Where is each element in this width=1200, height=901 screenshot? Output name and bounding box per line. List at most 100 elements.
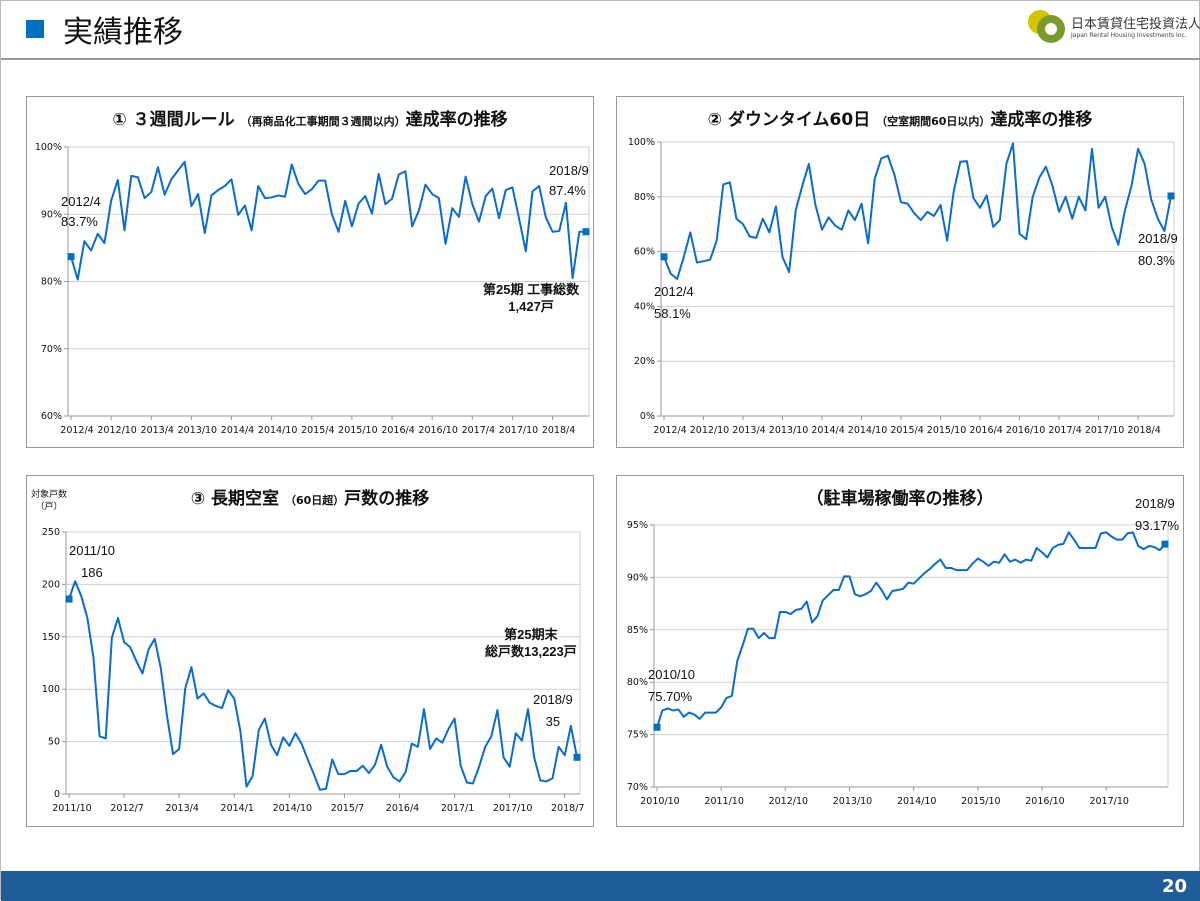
x-tick-label: 2015/10 [927, 425, 966, 436]
end-point-marker [573, 753, 581, 761]
chart-plot: 60% 70% 80% 90% 100% 2012/4 2012/10 2013/4 2013/… [35, 142, 590, 436]
logo-text-jp: 日本賃貸住宅投資法人 [1071, 17, 1200, 32]
x-tick-label: 2012/7 [110, 803, 143, 814]
y-axis-label: 対象戸数 （戸） [31, 490, 68, 512]
x-tick-label: 2014/10 [273, 803, 312, 814]
end-annotation: 2018/9 93.17% [1135, 496, 1180, 533]
end-point-marker [1161, 540, 1169, 548]
page-title: 実績推移 [63, 15, 183, 50]
y-tick-label: 80% [627, 677, 648, 688]
end-annotation: 2018/9 35 [533, 692, 573, 729]
y-tick-label: 80% [634, 192, 655, 203]
x-tick-label: 2016/4 [969, 425, 1002, 436]
x-tick-label: 2016/10 [1006, 425, 1045, 436]
y-tick-label: 150 [42, 632, 60, 643]
start-annotation: 2012/4 58.1% [654, 284, 694, 321]
chart-title: ① ３週間ルール （再商品化工事期間３週間以内）達成率の推移 [112, 110, 508, 130]
chart-title: ② ダウンタイム60日 （空室期間60日以内）達成率の推移 [707, 110, 1093, 130]
x-tick-label: 2011/10 [52, 803, 91, 814]
x-tick-label: 2010/10 [640, 796, 679, 807]
y-tick-label: 80% [41, 277, 62, 288]
end-point-marker [582, 228, 590, 236]
end-point-marker [1167, 192, 1175, 200]
x-tick-label: 2014/10 [258, 425, 297, 436]
x-tick-label: 2017/10 [499, 425, 538, 436]
series-line [68, 580, 578, 791]
y-tick-label: 100 [42, 684, 60, 695]
y-tick-label: 200 [42, 579, 60, 590]
x-tick-label: 2017/4 [462, 425, 495, 436]
x-tick-label: 2012/10 [97, 425, 136, 436]
start-annotation: 2011/10 186 [69, 543, 116, 580]
chart-3week-rule: ① ３週間ルール （再商品化工事期間３週間以内）達成率の推移 60% 70% 80%… [26, 96, 594, 448]
x-tick-label: 2014/1 [221, 803, 254, 814]
logo-text-en: Japan Rental Housing Investments Inc. [1071, 32, 1187, 39]
x-tick-label: 2012/10 [769, 796, 808, 807]
y-tick-label: 60% [41, 411, 62, 422]
x-tick-label: 2015/10 [961, 796, 1000, 807]
x-tick-label: 2017/4 [1048, 425, 1081, 436]
end-annotation: 2018/9 80.3% [1138, 231, 1178, 268]
logo-icon [1028, 10, 1065, 43]
chart-plot: 70% 75% 80% 85% 90% 95% 2010/10 2011/10 2012/10 2… [627, 520, 1169, 807]
chart-plot: 0 50 100 150 200 250 2011/10 2012/7 2013/4 2014/1… [42, 527, 585, 814]
y-tick-label: 95% [627, 520, 648, 531]
title-marker [26, 20, 44, 38]
x-tick-label: 2018/4 [542, 425, 575, 436]
start-annotation: 2010/10 75.70% [648, 667, 695, 704]
y-tick-label: 70% [627, 782, 648, 793]
x-tick-label: 2015/4 [301, 425, 334, 436]
x-tick-label: 2017/1 [441, 803, 474, 814]
x-tick-label: 2012/4 [60, 425, 93, 436]
chart-long-vacancy: 対象戸数 （戸） ③ 長期空室 （60日超）戸数の推移 0 50 100 150 200 2… [26, 475, 594, 827]
y-tick-label: 100% [35, 142, 62, 153]
chart-title: ③ 長期空室 （60日超）戸数の推移 [190, 489, 430, 509]
x-tick-label: 2013/10 [769, 425, 808, 436]
x-tick-label: 2014/4 [221, 425, 254, 436]
y-tick-label: 60% [634, 247, 655, 258]
x-tick-label: 2017/10 [1085, 425, 1124, 436]
x-tick-label: 2011/10 [704, 796, 743, 807]
y-tick-label: 0% [640, 411, 655, 422]
y-tick-label: 85% [627, 625, 648, 636]
x-tick-label: 2015/7 [331, 803, 364, 814]
page-number: 20 [1161, 876, 1187, 897]
company-logo: 日本賃貸住宅投資法人 Japan Rental Housing Investme… [1027, 9, 1200, 47]
x-tick-label: 2013/4 [165, 803, 198, 814]
y-tick-label: 75% [627, 730, 648, 741]
chart-plot: 0% 20% 40% 60% 80% 100% 2012/4 2012/10 2013/4 201… [628, 137, 1175, 436]
x-tick-label: 2016/4 [386, 803, 419, 814]
x-tick-label: 2016/10 [418, 425, 457, 436]
x-tick-label: 2018/7 [551, 803, 584, 814]
end-annotation: 2018/9 87.4% [549, 163, 589, 198]
y-tick-label: 50 [48, 737, 60, 748]
x-tick-label: 2014/10 [897, 796, 936, 807]
y-tick-label: 250 [42, 527, 60, 538]
start-point-marker [660, 253, 668, 261]
y-tick-label: 70% [41, 344, 62, 355]
x-tick-label: 2012/4 [653, 425, 686, 436]
x-tick-label: 2014/10 [848, 425, 887, 436]
y-tick-label: 40% [634, 301, 655, 312]
x-tick-label: 2015/4 [890, 425, 923, 436]
x-tick-label: 2013/10 [833, 796, 872, 807]
series-line [70, 160, 586, 281]
x-tick-label: 2013/10 [178, 425, 217, 436]
footer-bar: 20 [1, 871, 1200, 901]
y-tick-label: 90% [627, 572, 648, 583]
note-annotation: 第25期 工事総数 1,427戸 [483, 282, 580, 314]
x-tick-label: 2014/4 [811, 425, 844, 436]
chart-downtime-60: ② ダウンタイム60日 （空室期間60日以内）達成率の推移 0% 20% 40% 60… [616, 96, 1184, 448]
x-tick-label: 2017/10 [1089, 796, 1128, 807]
x-tick-label: 2012/10 [690, 425, 729, 436]
x-tick-label: 2016/10 [1025, 796, 1064, 807]
x-tick-label: 2013/4 [141, 425, 174, 436]
series-line [656, 531, 1166, 728]
start-point-marker [65, 595, 73, 603]
header-divider [1, 58, 1200, 60]
y-tick-label: 0 [54, 789, 60, 800]
x-tick-label: 2018/4 [1127, 425, 1160, 436]
x-tick-label: 2015/10 [338, 425, 377, 436]
note-annotation: 第25期末 総戸数13,223戸 [485, 627, 577, 659]
x-tick-label: 2016/4 [381, 425, 414, 436]
